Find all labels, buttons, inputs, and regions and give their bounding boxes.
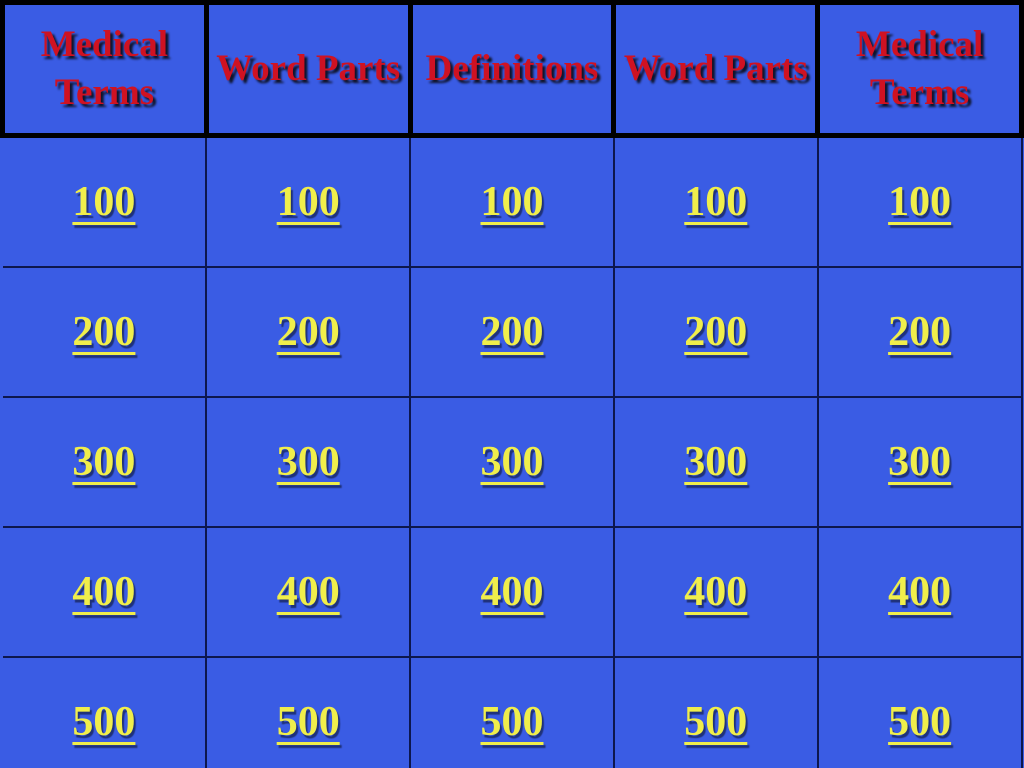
clue-link[interactable]: 400 bbox=[888, 569, 952, 615]
category-header: Medical Terms bbox=[815, 0, 1024, 138]
category-header: Medical Terms bbox=[0, 0, 209, 138]
clue-cell: 500 bbox=[409, 656, 615, 768]
clue-link[interactable]: 300 bbox=[72, 439, 136, 485]
clue-link[interactable]: 200 bbox=[72, 309, 136, 355]
category-header: Word Parts bbox=[203, 0, 413, 138]
clue-cell: 500 bbox=[612, 656, 819, 768]
clue-cell: 300 bbox=[409, 396, 615, 528]
clue-row: 400 400 400 400 400 bbox=[2, 526, 1023, 658]
clue-cell: 500 bbox=[2, 656, 208, 768]
clue-cell: 400 bbox=[409, 526, 615, 658]
clue-row: 100 100 100 100 100 bbox=[2, 134, 1023, 268]
clue-cell: 200 bbox=[612, 266, 819, 398]
clue-link[interactable]: 200 bbox=[480, 309, 544, 355]
clue-link[interactable]: 400 bbox=[480, 569, 544, 615]
clue-cell: 300 bbox=[612, 396, 819, 528]
clue-cell: 400 bbox=[612, 526, 819, 658]
clue-link[interactable]: 300 bbox=[480, 439, 544, 485]
clue-link[interactable]: 100 bbox=[888, 179, 952, 225]
clue-cell: 100 bbox=[409, 134, 615, 268]
clue-link[interactable]: 500 bbox=[72, 699, 136, 745]
clue-cell: 300 bbox=[205, 396, 412, 528]
clue-link[interactable]: 100 bbox=[480, 179, 544, 225]
clue-cell: 500 bbox=[205, 656, 412, 768]
clue-link[interactable]: 400 bbox=[72, 569, 136, 615]
clue-link[interactable]: 200 bbox=[888, 309, 952, 355]
category-header: Definitions bbox=[407, 0, 617, 138]
clue-cell: 400 bbox=[816, 526, 1023, 658]
category-header: Word Parts bbox=[611, 0, 821, 138]
clue-cell: 100 bbox=[2, 134, 208, 268]
clue-cell: 100 bbox=[612, 134, 819, 268]
clue-cell: 100 bbox=[205, 134, 412, 268]
clue-link[interactable]: 400 bbox=[276, 569, 340, 615]
clue-cell: 200 bbox=[816, 266, 1023, 398]
clue-cell: 200 bbox=[409, 266, 615, 398]
clue-cell: 200 bbox=[205, 266, 412, 398]
clue-link[interactable]: 500 bbox=[888, 699, 952, 745]
clue-link[interactable]: 400 bbox=[684, 569, 748, 615]
clue-link[interactable]: 500 bbox=[480, 699, 544, 745]
clue-link[interactable]: 500 bbox=[684, 699, 748, 745]
clue-cell: 100 bbox=[816, 134, 1023, 268]
clue-cell: 300 bbox=[2, 396, 208, 528]
clue-cell: 200 bbox=[2, 266, 208, 398]
clue-link[interactable]: 500 bbox=[276, 699, 340, 745]
clue-cell: 500 bbox=[816, 656, 1023, 768]
clue-cell: 400 bbox=[205, 526, 412, 658]
clue-link[interactable]: 200 bbox=[684, 309, 748, 355]
clue-cell: 400 bbox=[2, 526, 208, 658]
clue-link[interactable]: 100 bbox=[684, 179, 748, 225]
category-row: Medical Terms Word Parts Definitions Word P… bbox=[0, 0, 1024, 138]
clue-link[interactable]: 200 bbox=[276, 309, 340, 355]
clue-row: 300 300 300 300 300 bbox=[2, 396, 1023, 528]
clue-cell: 300 bbox=[816, 396, 1023, 528]
board-body: 100 100 100 100 100 200 200 200 200 200 300 300 300 3… bbox=[2, 134, 1023, 768]
clue-link[interactable]: 300 bbox=[276, 439, 340, 485]
clue-row: 200 200 200 200 200 bbox=[2, 266, 1023, 398]
clue-link[interactable]: 300 bbox=[888, 439, 952, 485]
clue-link[interactable]: 100 bbox=[276, 179, 340, 225]
clue-row: 500 500 500 500 500 bbox=[2, 656, 1023, 768]
board-header: Medical Terms Word Parts Definitions Word P… bbox=[0, 0, 1024, 138]
clue-link[interactable]: 300 bbox=[684, 439, 748, 485]
clue-link[interactable]: 100 bbox=[72, 179, 136, 225]
